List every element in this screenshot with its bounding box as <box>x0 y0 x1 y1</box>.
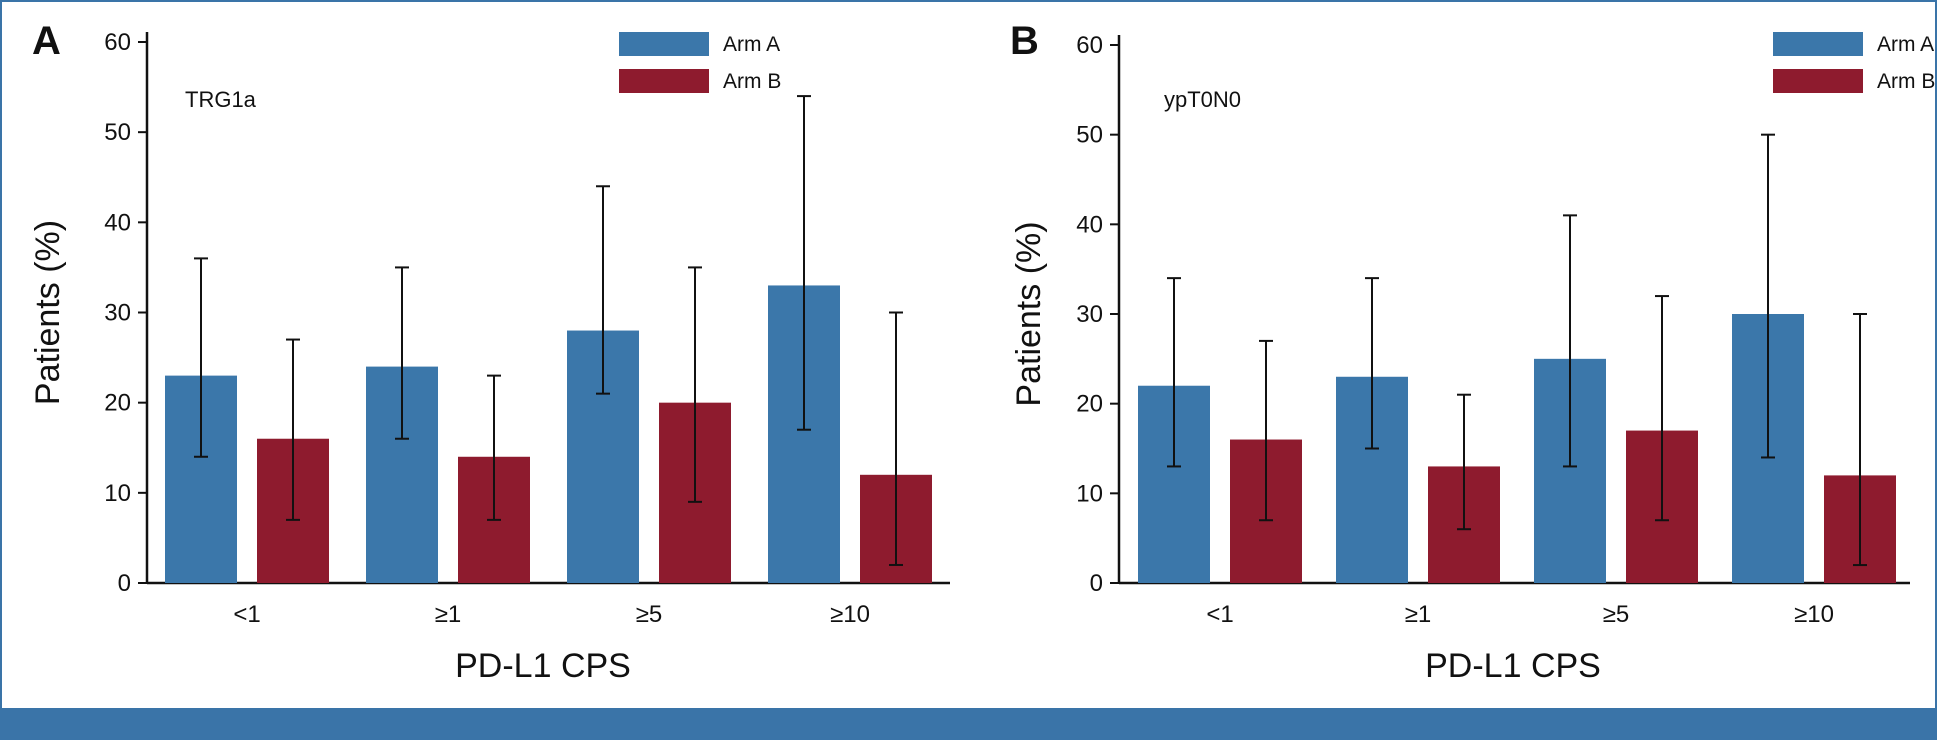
chart-panel-a: A TRG1a 0 10 20 30 40 50 60 Patients (%) <1 ≥1 ≥5 ≥10… <box>29 19 950 685</box>
x-tick-label: <1 <box>233 601 260 628</box>
legend-swatch-arm-a <box>619 32 709 56</box>
y-tick-label: 20 <box>104 390 131 417</box>
subtitle: ypT0N0 <box>1164 87 1241 112</box>
y-tick-label: 10 <box>1076 480 1103 507</box>
y-tick-label: 20 <box>1076 391 1103 418</box>
y-tick-label: 50 <box>1076 122 1103 149</box>
footer-band <box>2 708 1935 738</box>
y-tick-label: 0 <box>118 570 131 597</box>
legend-label: Arm B <box>1877 70 1935 93</box>
legend-swatch-arm-b <box>1773 69 1863 93</box>
x-tick-label: ≥1 <box>1405 601 1432 628</box>
y-tick-label: 30 <box>1076 301 1103 328</box>
x-axis-title: PD-L1 CPS <box>455 647 631 685</box>
y-tick-label: 60 <box>1076 32 1103 59</box>
y-tick-label: 50 <box>104 119 131 146</box>
subtitle: TRG1a <box>185 87 257 112</box>
legend-label: Arm A <box>1877 33 1934 56</box>
legend-swatch-arm-b <box>619 69 709 93</box>
y-axis-title: Patients (%) <box>1010 221 1048 406</box>
y-axis-title: Patients (%) <box>29 220 67 405</box>
y-tick-label: 40 <box>104 209 131 236</box>
y-tick-label: 40 <box>1076 211 1103 238</box>
x-tick-label: ≥10 <box>1794 601 1834 628</box>
x-tick-label: ≥5 <box>636 601 663 628</box>
panel-letter: A <box>32 19 61 63</box>
legend-label: Arm A <box>723 33 780 56</box>
y-tick-label: 10 <box>104 480 131 507</box>
y-tick-label: 30 <box>104 300 131 327</box>
panel-letter: B <box>1010 19 1039 63</box>
x-tick-label: ≥5 <box>1603 601 1630 628</box>
y-tick-label: 60 <box>104 29 131 56</box>
x-axis-title: PD-L1 CPS <box>1425 647 1601 685</box>
y-tick-label: 0 <box>1090 570 1103 597</box>
x-tick-label: <1 <box>1206 601 1233 628</box>
x-tick-label: ≥1 <box>435 601 462 628</box>
legend-label: Arm B <box>723 70 781 93</box>
legend-swatch-arm-a <box>1773 32 1863 56</box>
x-tick-label: ≥10 <box>830 601 870 628</box>
